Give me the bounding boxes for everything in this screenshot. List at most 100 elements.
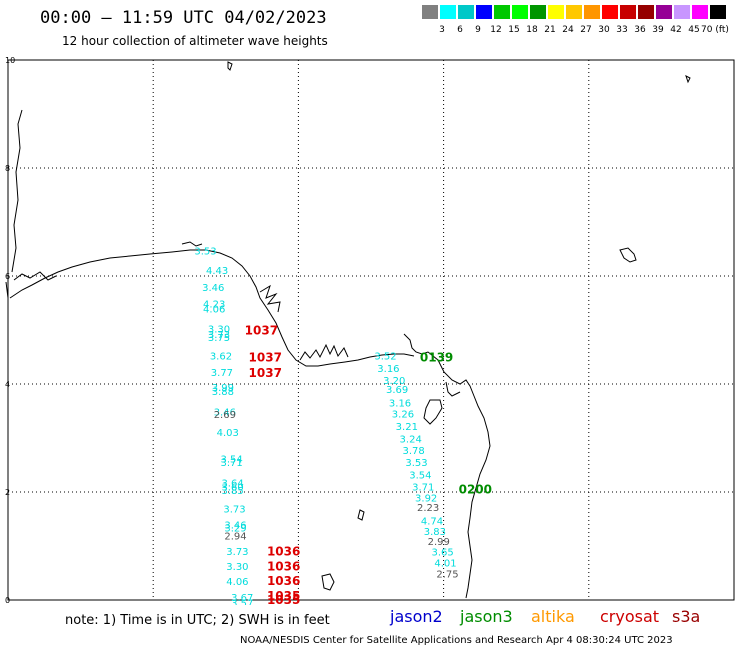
axis-ticks: 036912150246810 <box>5 56 15 605</box>
colorbar-swatch <box>530 5 546 19</box>
wave-height-label: 3.65 <box>432 548 454 559</box>
wave-height-label: 3.26 <box>392 409 414 420</box>
wave-height-label: 3.75 <box>208 333 230 344</box>
wave-height-label: 3.46 <box>214 407 236 418</box>
colorbar-swatch <box>692 5 708 19</box>
colorbar-swatch <box>440 5 456 19</box>
wave-height-label: 3.62 <box>210 352 232 363</box>
wave-height-label: 2.75 <box>436 569 458 580</box>
wave-height-label: 4.43 <box>206 266 228 277</box>
wave-height-label: 3.99 <box>212 383 234 394</box>
wave-height-label: 3.71 <box>220 458 242 469</box>
colorbar-label: 36 <box>634 25 646 35</box>
colorbar-label: 45 <box>688 25 700 35</box>
wave-height-label: 3.83 <box>424 527 446 538</box>
colorbar-swatch <box>476 5 492 19</box>
pass-time-label: 1035 <box>267 589 300 603</box>
wave-height-label: 3.16 <box>377 364 399 375</box>
colorbar-swatch <box>422 5 438 19</box>
island-1 <box>619 247 637 263</box>
satellite-cryosat: cryosat <box>600 607 660 626</box>
footer-credit: NOAA/NESDIS Center for Satellite Applica… <box>240 635 673 646</box>
colorbar-swatch <box>710 5 726 19</box>
island-2 <box>321 573 335 591</box>
colorbar-label: 21 <box>544 25 556 35</box>
colorbar-swatch <box>674 5 690 19</box>
wave-height-label: 3.46 <box>202 283 224 294</box>
wave-height-label: 3.24 <box>400 434 422 445</box>
colorbar-label: 18 <box>526 25 538 35</box>
wave-height-label: 2.99 <box>428 537 450 548</box>
coastline-east <box>403 333 491 599</box>
colorbar-label: 70 (ft) <box>701 25 729 35</box>
wave-height-label: 3.69 <box>386 385 408 396</box>
satellite-altika: altika <box>531 607 575 626</box>
pass-time-label: 0200 <box>459 483 492 497</box>
wave-height-label: 3.20 <box>383 376 405 387</box>
colorbar-swatch <box>656 5 672 19</box>
wave-height-label: 3.88 <box>212 387 234 398</box>
colorbar-swatch <box>602 5 618 19</box>
colorbar-label: 39 <box>652 25 664 35</box>
wave-height-label: 3.73 <box>223 505 245 516</box>
y-tick-label: 8 <box>5 164 10 173</box>
wave-height-label: 2.23 <box>417 503 439 514</box>
colorbar-swatch <box>494 5 510 19</box>
satellite-jason2: jason2 <box>390 607 443 626</box>
wave-height-label: 3.60 <box>221 482 243 493</box>
pass-time-label: 0139 <box>420 350 453 364</box>
colorbar-swatch <box>458 5 474 19</box>
wave-height-label: 3.21 <box>396 422 418 433</box>
colorbar-label: 27 <box>580 25 592 35</box>
wave-height-label: 4.23 <box>203 299 225 310</box>
satellite-jason3: jason3 <box>460 607 513 626</box>
map-grid <box>8 60 734 600</box>
wave-height-label: 3.30 <box>208 325 230 336</box>
wave-height-label: 3.53 <box>405 458 427 469</box>
wave-height-label: 3.52 <box>374 352 396 363</box>
map-frame <box>7 59 735 601</box>
page-title: 00:00 – 11:59 UTC 04/02/2023 <box>40 8 327 28</box>
colorbar-label: 6 <box>457 25 463 35</box>
wave-height-label: 3.54 <box>220 454 242 465</box>
colorbar-swatch <box>512 5 528 19</box>
island-3 <box>357 509 365 521</box>
pass-time-label: 1037 <box>245 323 278 337</box>
pass-time-label: 1036 <box>267 545 300 559</box>
wave-height-label: 3.78 <box>402 446 424 457</box>
wave-height-label: 4.01 <box>434 559 456 570</box>
colorbar-label: 3 <box>439 25 445 35</box>
wave-height-label: 3.57 <box>231 598 253 605</box>
wave-height-label: 2.94 <box>224 532 246 543</box>
satellite-s3a: s3a <box>672 607 701 626</box>
colorbar-label: 30 <box>598 25 610 35</box>
island-4 <box>227 61 691 84</box>
wave-height-label: 3.71 <box>412 482 434 493</box>
colorbar-label: 15 <box>508 25 520 35</box>
colorbar-swatch <box>566 5 582 19</box>
wave-height-label: 3.92 <box>415 494 437 505</box>
wave-height-label: 3.29 <box>224 523 246 534</box>
map-subtitle: 12 hour collection of altimeter wave hei… <box>62 34 328 48</box>
coastline-mouths <box>181 241 349 361</box>
y-tick-label: 4 <box>5 380 10 389</box>
wave-height-label: 3.73 <box>226 547 248 558</box>
wave-height-label: 4.06 <box>226 577 248 588</box>
wave-height-label: 4.06 <box>203 305 225 316</box>
pass-time-label: 1037 <box>249 366 282 380</box>
colorbar-swatch <box>584 5 600 19</box>
y-tick-label: 2 <box>5 488 10 497</box>
pass-time-label: 1036 <box>267 559 300 573</box>
colorbar-label: 9 <box>475 25 481 35</box>
wave-height-label: 3.53 <box>194 246 216 257</box>
wave-height-label: 3.67 <box>231 593 253 604</box>
wave-height-label: 3.46 <box>224 521 246 532</box>
coastline-north <box>5 109 57 299</box>
coastline-west <box>9 249 415 367</box>
colorbar-label: 12 <box>490 25 502 35</box>
pass-time-label: 1035 <box>267 593 300 605</box>
colorbar-swatch <box>620 5 636 19</box>
y-tick-label: 6 <box>5 272 10 281</box>
colorbar-label: 42 <box>670 25 682 35</box>
wave-height-label: 2.69 <box>214 410 236 421</box>
